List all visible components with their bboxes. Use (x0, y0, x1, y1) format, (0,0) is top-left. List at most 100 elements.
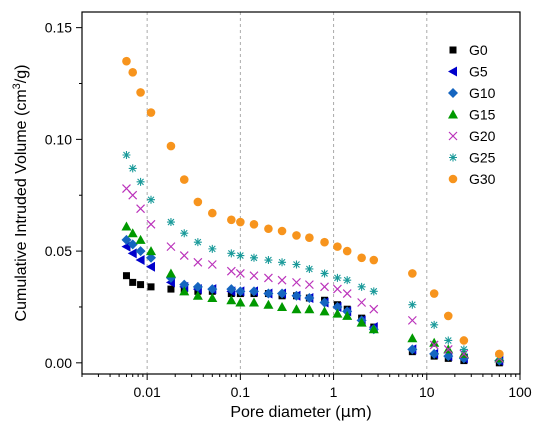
data-point (342, 310, 353, 320)
legend-label: G15 (469, 107, 496, 123)
data-point (226, 266, 236, 276)
data-point (459, 349, 469, 359)
data-point (136, 204, 145, 214)
data-point (320, 237, 329, 247)
legend: G0 G5 G10 G15 G20 G25 G30 (448, 42, 496, 187)
data-point (192, 281, 203, 292)
legend-item-g0: G0 (449, 42, 488, 58)
legend-label: G25 (469, 150, 496, 166)
data-point (368, 324, 379, 334)
legend-marker (449, 46, 457, 54)
data-point (121, 234, 132, 245)
series-g20 (122, 184, 504, 363)
data-point (146, 108, 156, 117)
data-point (167, 285, 175, 293)
data-point (407, 333, 418, 343)
data-point (443, 344, 453, 354)
data-point (333, 242, 342, 251)
legend-marker (448, 66, 457, 77)
y-axis-title: Cumulative Intruded Volume (cm3/g) (11, 65, 30, 322)
y-tick-label: 0.05 (45, 243, 72, 259)
data-point (408, 300, 417, 309)
data-point (429, 337, 440, 347)
data-point (407, 344, 418, 355)
data-point (128, 68, 138, 77)
data-point (226, 295, 237, 305)
data-point (263, 273, 273, 283)
legend-marker (448, 174, 458, 184)
data-point (146, 219, 156, 229)
data-point (249, 219, 259, 229)
data-point (278, 258, 287, 267)
legend-label: G0 (469, 42, 488, 58)
data-point (248, 286, 259, 297)
data-point (292, 231, 301, 240)
y-tick-label: 0.10 (45, 131, 72, 147)
data-point (277, 275, 287, 285)
data-point (135, 255, 145, 266)
legend-label: G30 (469, 171, 496, 187)
data-point (127, 228, 138, 238)
data-point (430, 320, 439, 329)
data-point (249, 253, 258, 262)
data-point (407, 315, 417, 325)
data-point (369, 304, 379, 314)
data-point (235, 286, 246, 297)
data-point (192, 290, 203, 300)
data-point (291, 304, 302, 314)
data-point (226, 284, 237, 295)
data-point (342, 289, 352, 298)
data-point (135, 246, 146, 257)
legend-marker (449, 153, 457, 162)
x-axis-title: Pore diameter (μm) (230, 402, 371, 421)
data-point (207, 260, 217, 269)
data-point (248, 297, 259, 307)
data-point (207, 284, 218, 295)
data-point (227, 249, 236, 258)
data-point (146, 252, 157, 263)
data-point (127, 239, 138, 250)
data-point (264, 256, 273, 265)
data-point (122, 272, 130, 280)
data-point (357, 298, 367, 307)
data-point (165, 268, 176, 278)
data-point (193, 197, 203, 207)
data-point (277, 226, 287, 236)
data-point (304, 304, 315, 314)
data-point (369, 255, 379, 265)
data-point (320, 282, 329, 292)
data-point (320, 269, 329, 278)
data-point (277, 301, 288, 311)
data-point (249, 271, 259, 281)
data-point (333, 284, 342, 294)
series-g30 (122, 56, 504, 359)
data-point (208, 208, 217, 218)
data-point (147, 283, 155, 291)
plot-frame (81, 11, 521, 375)
data-point (236, 217, 245, 227)
data-point (369, 287, 378, 296)
data-point (443, 311, 453, 321)
data-point (127, 248, 137, 259)
data-point (495, 349, 504, 359)
legend-item-g30: G30 (448, 171, 496, 187)
legend-marker (448, 109, 458, 119)
data-point (332, 301, 343, 312)
data-point (208, 244, 217, 253)
data-point (319, 297, 330, 308)
data-point (343, 276, 352, 285)
legend-marker (448, 88, 458, 98)
data-point (292, 277, 301, 287)
legend-item-g25: G25 (449, 150, 496, 166)
data-point (333, 273, 342, 282)
data-point (429, 289, 439, 298)
data-point (443, 351, 454, 362)
data-point (304, 280, 314, 290)
data-point (357, 253, 366, 263)
data-point (459, 345, 468, 354)
legend-label: G20 (469, 128, 496, 144)
legend-item-g5: G5 (448, 64, 488, 80)
data-point (319, 306, 330, 316)
data-point (236, 251, 245, 260)
